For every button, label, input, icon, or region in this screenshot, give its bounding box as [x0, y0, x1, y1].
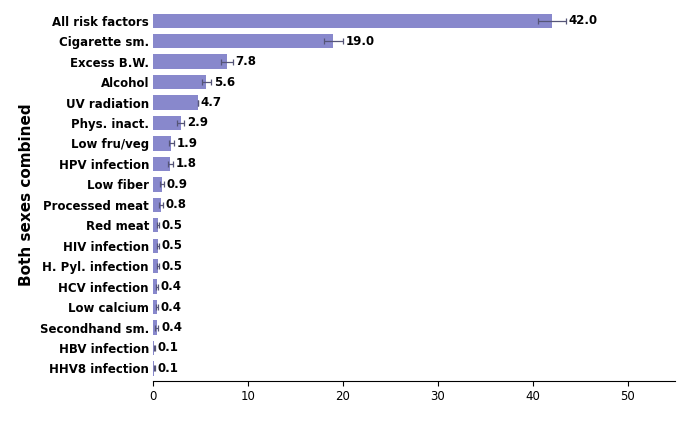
Bar [153, 55, 227, 69]
Bar [153, 341, 154, 355]
Text: 0.4: 0.4 [161, 301, 182, 313]
Text: 5.6: 5.6 [214, 76, 235, 88]
Bar [153, 95, 198, 110]
Bar [153, 157, 171, 171]
Text: 0.1: 0.1 [157, 362, 178, 375]
Bar [153, 239, 158, 253]
Text: 4.7: 4.7 [200, 96, 221, 109]
Bar [153, 218, 158, 232]
Bar [153, 14, 552, 28]
Text: 1.9: 1.9 [176, 137, 198, 150]
Text: 1.8: 1.8 [175, 157, 196, 170]
Bar [153, 361, 154, 376]
Text: 0.4: 0.4 [161, 280, 182, 293]
Bar [153, 34, 333, 48]
Bar [153, 259, 158, 273]
Bar [153, 320, 157, 335]
Bar [153, 280, 157, 294]
Text: 0.5: 0.5 [162, 239, 183, 252]
Y-axis label: Both sexes combined: Both sexes combined [19, 103, 34, 286]
Text: 19.0: 19.0 [346, 35, 375, 48]
Bar [153, 75, 206, 89]
Bar [153, 300, 157, 314]
Text: 0.5: 0.5 [162, 260, 183, 273]
Bar [153, 177, 161, 192]
Text: 2.9: 2.9 [187, 116, 208, 129]
Bar [153, 116, 181, 130]
Text: 0.8: 0.8 [166, 198, 187, 212]
Text: 7.8: 7.8 [236, 55, 257, 68]
Bar [153, 198, 161, 212]
Text: 0.9: 0.9 [166, 178, 187, 191]
Text: 0.5: 0.5 [162, 219, 183, 232]
Text: 42.0: 42.0 [569, 14, 598, 27]
Bar [153, 136, 171, 151]
Text: 0.1: 0.1 [157, 341, 178, 354]
Text: 0.4: 0.4 [161, 321, 182, 334]
